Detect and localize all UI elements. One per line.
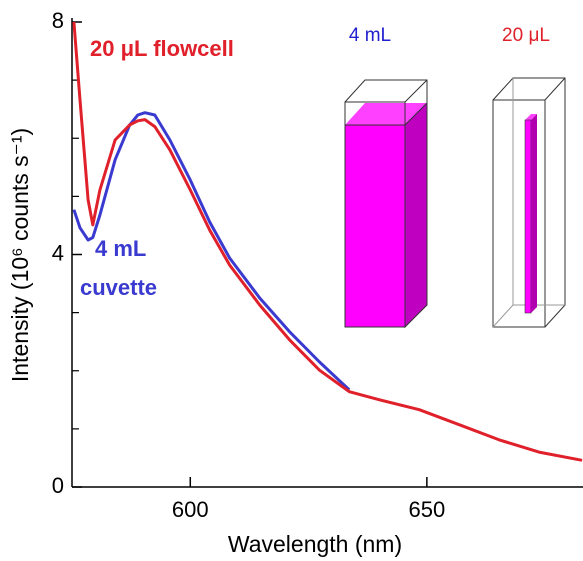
y-axis-label: Intensity (10⁶ counts s⁻¹) [7, 128, 33, 382]
cuvette-4ml [344, 79, 428, 329]
series-line [72, 21, 583, 462]
y-tick-label: 4 [52, 240, 64, 265]
x-axis-label: Wavelength (nm) [228, 531, 402, 557]
x-tick-label: 650 [409, 497, 446, 522]
y-tick-label: 0 [52, 473, 64, 498]
annotation: 20 μL flowcell [90, 36, 234, 61]
inset-label: 4 mL [349, 25, 391, 46]
annotation: 4 mL [95, 236, 146, 261]
y-tick-label: 8 [52, 8, 64, 33]
series-line [72, 111, 351, 391]
inset-label: 20 μL [502, 25, 550, 46]
x-tick-label: 600 [172, 497, 209, 522]
annotation: cuvette [80, 275, 157, 300]
flowcell-20ul [492, 77, 566, 328]
